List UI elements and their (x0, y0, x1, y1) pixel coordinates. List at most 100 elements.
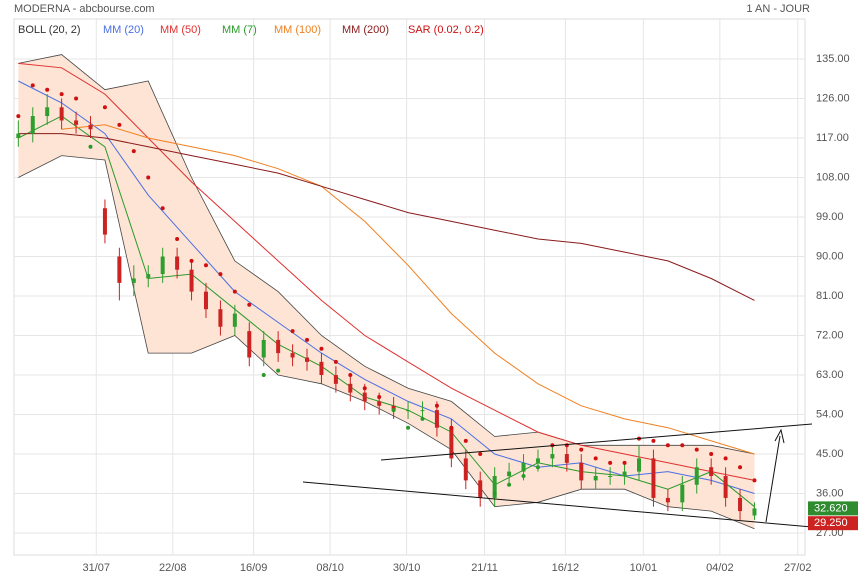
sar-dot (651, 438, 656, 443)
chart-title: MODERNA - abcbourse.com (14, 3, 155, 15)
candle-body (319, 361, 324, 376)
candle-body (247, 331, 252, 358)
sar-dot (117, 122, 122, 127)
x-tick-label: 10/01 (630, 562, 658, 574)
candle-body (521, 462, 526, 472)
bollinger-band (18, 54, 755, 529)
candle-body (88, 124, 93, 130)
candle-body (16, 133, 21, 139)
sar-dot (45, 87, 50, 92)
legend-entry: SAR (0.02, 0.2) (408, 24, 484, 36)
sar-dot (406, 425, 411, 430)
sar-dot (319, 346, 324, 351)
candle-body (232, 313, 237, 327)
x-tick-label: 16/12 (552, 562, 580, 574)
x-tick-label: 21/11 (471, 562, 498, 574)
candle-body (723, 475, 728, 498)
candle-body (535, 458, 540, 463)
candle-body (117, 256, 122, 283)
arrow-head (774, 428, 785, 444)
x-tick-label: 04/02 (706, 562, 734, 574)
sar-dot (434, 403, 439, 408)
candle-body (434, 410, 439, 428)
candle-body (665, 497, 670, 503)
price-marker (808, 501, 858, 516)
plot-frame (13, 18, 806, 556)
candle-body (45, 107, 50, 117)
sar-dot (622, 460, 627, 465)
sar-dot (261, 373, 266, 378)
sar-dot (74, 96, 79, 101)
candle-body (637, 458, 642, 472)
x-tick-label: 08/10 (316, 562, 344, 574)
sar-dot (290, 329, 295, 334)
sar-dot (305, 337, 310, 342)
moving-average (18, 133, 755, 301)
price-marker (808, 516, 858, 531)
candle-body (593, 475, 598, 481)
candle-body (680, 484, 685, 503)
sar-dot (463, 438, 468, 443)
sar-dot (59, 92, 64, 97)
candle-body (492, 475, 497, 498)
overlay: 27.0036.0045.0054.0063.0072.0081.0090.00… (18, 24, 858, 574)
sar-dot (247, 302, 252, 307)
y-tick-label: 45.00 (816, 448, 844, 460)
y-tick-label: 90.00 (816, 250, 844, 262)
sar-dot (30, 83, 35, 88)
candle-body (203, 291, 208, 310)
candle-body (579, 462, 584, 481)
sar-dot (535, 465, 540, 470)
sar-dot (593, 456, 598, 461)
bollinger-lower (18, 155, 755, 530)
sar-dot (391, 408, 396, 413)
candle-body (420, 410, 425, 412)
trend-line (380, 423, 813, 461)
candle-body (30, 116, 35, 134)
sar-dot (420, 416, 425, 421)
sar-dot (492, 491, 497, 496)
y-tick-label: 135.00 (816, 53, 850, 65)
sar-dot (333, 359, 338, 364)
sar-dot (88, 144, 93, 149)
y-tick-label: 54.00 (816, 408, 844, 420)
bollinger-upper (18, 54, 755, 455)
candle-body (651, 458, 656, 498)
sar-dot (665, 443, 670, 448)
y-tick-label: 81.00 (816, 290, 844, 302)
y-tick-label: 117.00 (816, 132, 849, 144)
candle-body (362, 392, 367, 402)
candle-body (261, 339, 266, 358)
sar-dot (348, 373, 353, 378)
sar-dot (218, 272, 223, 277)
sar-dot (521, 473, 526, 478)
candle-body (131, 278, 136, 283)
x-tick-label: 30/10 (393, 562, 421, 574)
moving-average (18, 62, 755, 481)
price-marker-label: 32.620 (814, 502, 848, 514)
sar-dot (146, 175, 151, 180)
sar-dot (232, 289, 237, 294)
x-tick-label: 22/08 (159, 562, 187, 574)
x-tick-label: 27/02 (784, 562, 812, 574)
sar-dot (507, 482, 512, 487)
sar-dot (723, 456, 728, 461)
candle-body (738, 497, 743, 512)
legend-entry: MM (20) (103, 24, 144, 36)
candle-body (391, 405, 396, 411)
sar-dot (738, 465, 743, 470)
candle-body (189, 269, 194, 292)
candle-body (463, 458, 468, 481)
legend-entry: MM (7) (222, 24, 257, 36)
candle-body (74, 120, 79, 125)
candle-body (622, 471, 627, 476)
arrow (765, 435, 781, 523)
candle-body (305, 357, 310, 362)
candle-body (290, 353, 295, 358)
legend-entry: MM (200) (342, 24, 389, 36)
price-marker-label: 29.250 (814, 517, 848, 529)
legend-entry: MM (100) (274, 24, 321, 36)
candle-body (146, 274, 151, 279)
y-tick-label: 126.00 (816, 92, 850, 104)
